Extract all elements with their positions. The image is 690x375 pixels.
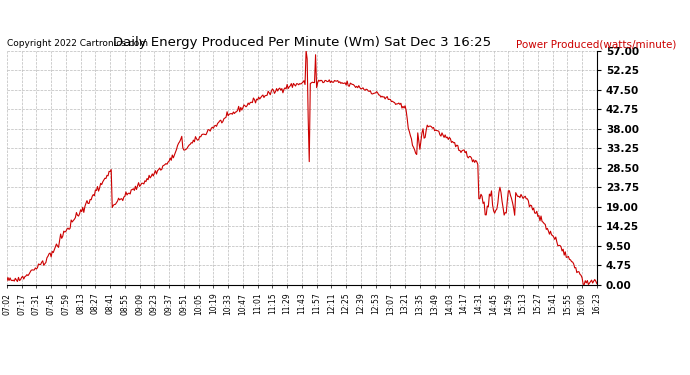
Text: Power Produced(watts/minute): Power Produced(watts/minute) [516, 39, 676, 50]
Title: Daily Energy Produced Per Minute (Wm) Sat Dec 3 16:25: Daily Energy Produced Per Minute (Wm) Sa… [112, 36, 491, 50]
Text: Copyright 2022 Cartronics.com: Copyright 2022 Cartronics.com [7, 39, 148, 48]
